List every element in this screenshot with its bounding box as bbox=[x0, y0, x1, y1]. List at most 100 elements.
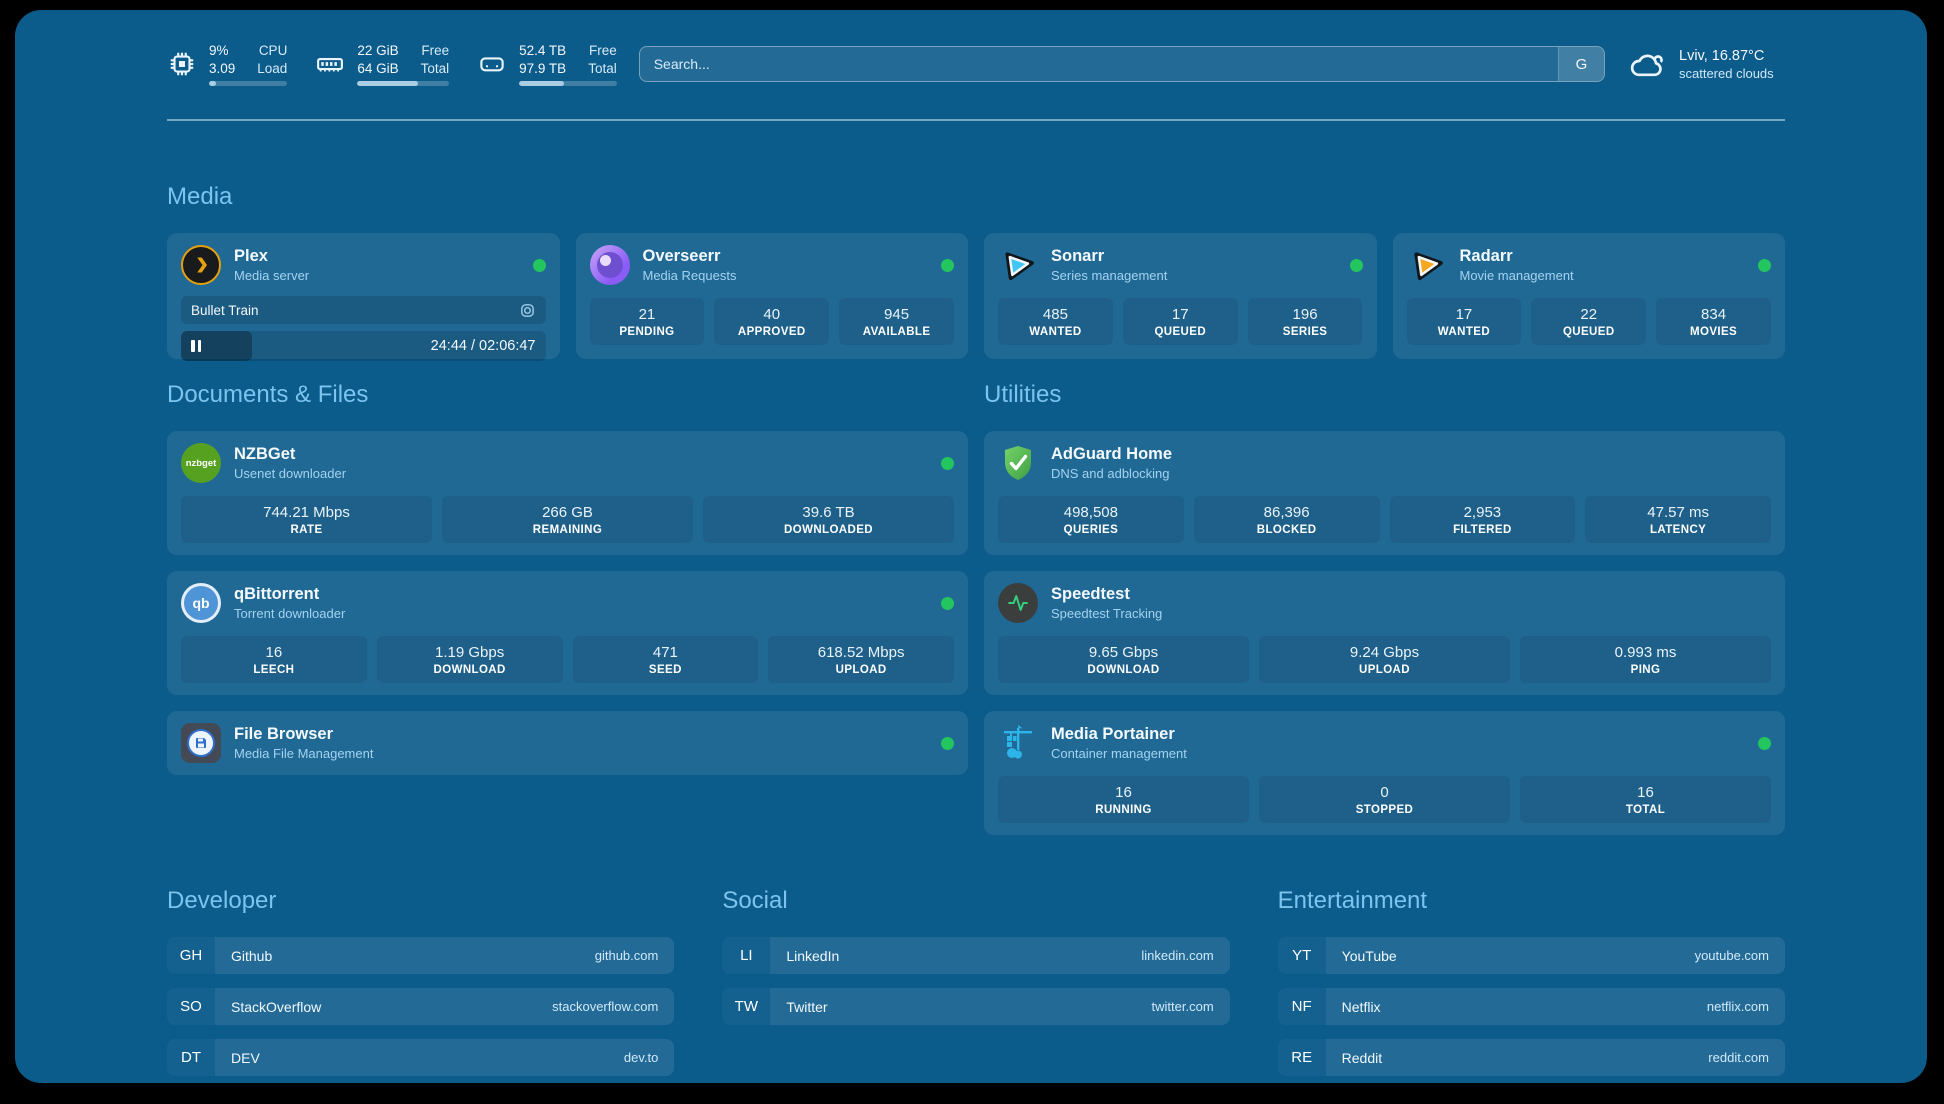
memory-free-label: Free bbox=[421, 42, 450, 58]
memory-free-value: 22 GiB bbox=[357, 42, 399, 58]
bookmark-linkedin[interactable]: LI LinkedIn linkedin.com bbox=[722, 937, 1230, 974]
cpu-icon bbox=[167, 49, 197, 79]
bookmark-url: reddit.com bbox=[1708, 1050, 1769, 1065]
stat-running: 16 RUNNING bbox=[998, 776, 1249, 823]
bookmark-name: Netflix bbox=[1341, 998, 1381, 1015]
bookmark-group-social: Social LI LinkedIn linkedin.com TW Twitt… bbox=[722, 887, 1230, 1076]
bookmark-url: github.com bbox=[594, 948, 659, 963]
social-group-title: Social bbox=[722, 887, 788, 914]
status-dot bbox=[941, 596, 954, 610]
memory-progress-bar bbox=[357, 81, 450, 87]
memory-total-label: Total bbox=[420, 60, 450, 76]
bookmark-youtube[interactable]: YT YouTube youtube.com bbox=[1277, 937, 1785, 974]
status-dot bbox=[1349, 258, 1363, 272]
service-subtitle: Media Requests bbox=[642, 268, 737, 283]
status-dot bbox=[941, 736, 954, 750]
bookmark-twitter[interactable]: TW Twitter twitter.com bbox=[722, 988, 1230, 1025]
weather-condition: scattered clouds bbox=[1679, 65, 1774, 81]
stat-download: 1.19 Gbps DOWNLOAD bbox=[376, 636, 563, 683]
service-card-plex[interactable]: Plex Media server Bullet Train bbox=[167, 233, 560, 361]
search-input[interactable] bbox=[639, 47, 1558, 81]
disk-free-label: Free bbox=[588, 42, 617, 58]
disk-icon bbox=[477, 49, 507, 79]
stat-seed: 471 SEED bbox=[572, 636, 759, 683]
memory-widget: 22 GiB 64 GiB Free Total bbox=[315, 42, 450, 87]
bookmark-url: linkedin.com bbox=[1141, 948, 1214, 963]
pause-icon[interactable] bbox=[191, 340, 201, 352]
bookmark-name: DEV bbox=[231, 1049, 260, 1066]
bookmark-reddit[interactable]: RE Reddit reddit.com bbox=[1277, 1039, 1785, 1076]
stat-queued: 22 QUEUED bbox=[1531, 298, 1647, 345]
service-title: AdGuard Home bbox=[1051, 445, 1173, 463]
stat-queries: 498,508 QUERIES bbox=[998, 496, 1184, 543]
service-title: Overseerr bbox=[642, 247, 721, 265]
now-playing-row: Bullet Train bbox=[181, 296, 546, 324]
bookmark-url: twitter.com bbox=[1151, 999, 1214, 1014]
stat-upload: 618.52 Mbps UPLOAD bbox=[768, 636, 954, 683]
bookmark-group-entertainment: Entertainment YT YouTube youtube.com NF … bbox=[1277, 887, 1785, 1076]
bookmark-url: dev.to bbox=[623, 1050, 659, 1065]
cpu-usage-value: 9% bbox=[209, 42, 229, 58]
service-card-qbittorrent[interactable]: qb qBittorrent Torrent downloader 16 LEE… bbox=[167, 571, 968, 695]
portainer-icon bbox=[998, 723, 1038, 763]
stat-rate: 744.21 Mbps RATE bbox=[181, 496, 432, 543]
service-title: File Browser bbox=[234, 725, 334, 743]
bookmark-github[interactable]: GH Github github.com bbox=[167, 937, 675, 974]
radarr-icon bbox=[1407, 245, 1447, 285]
media-section-title: Media bbox=[167, 183, 233, 210]
search-engine-button[interactable]: G bbox=[1558, 47, 1604, 81]
bookmark-abbr: SO bbox=[167, 988, 215, 1025]
memory-total-value: 64 GiB bbox=[357, 60, 399, 76]
playback-time: 24:44 / 02:06:47 bbox=[430, 338, 536, 354]
bookmark-abbr: TW bbox=[722, 988, 771, 1025]
disk-free-value: 52.4 TB bbox=[519, 42, 567, 58]
service-card-nzbget[interactable]: nzbget NZBGet Usenet downloader 744.21 M… bbox=[167, 431, 968, 555]
stat-movies: 834 MOVIES bbox=[1656, 298, 1771, 345]
stat-latency: 47.57 ms LATENCY bbox=[1585, 496, 1771, 543]
bookmark-abbr: DT bbox=[167, 1039, 215, 1076]
section-utilities: Utilities bbox=[984, 381, 1785, 835]
playback-progress-bar: 24:44 / 02:06:47 bbox=[181, 331, 546, 361]
service-subtitle: Movie management bbox=[1459, 268, 1574, 283]
stat-blocked: 86,396 BLOCKED bbox=[1193, 496, 1380, 543]
speedtest-icon bbox=[998, 583, 1038, 623]
bookmark-dev[interactable]: DT DEV dev.to bbox=[167, 1039, 675, 1076]
service-card-filebrowser[interactable]: File Browser Media File Management bbox=[167, 711, 968, 775]
service-subtitle: Usenet downloader bbox=[234, 466, 347, 481]
cpu-progress-bar bbox=[209, 81, 288, 87]
service-subtitle: Torrent downloader bbox=[234, 606, 346, 621]
sonarr-icon bbox=[998, 245, 1038, 285]
service-title: Media Portainer bbox=[1051, 725, 1175, 743]
service-card-overseerr[interactable]: Overseerr Media Requests 21 PENDING 40 A… bbox=[575, 233, 968, 359]
bookmark-abbr: RE bbox=[1277, 1039, 1326, 1076]
service-card-radarr[interactable]: Radarr Movie management 17 WANTED 22 QUE… bbox=[1392, 233, 1785, 359]
service-title: NZBGet bbox=[234, 445, 296, 463]
bookmark-url: youtube.com bbox=[1694, 948, 1769, 963]
disk-widget: 52.4 TB 97.9 TB Free Total bbox=[477, 42, 617, 87]
topbar-divider bbox=[167, 119, 1785, 121]
service-title: Radarr bbox=[1459, 247, 1513, 265]
status-dot bbox=[1758, 736, 1771, 750]
service-card-portainer[interactable]: Media Portainer Container management 16 … bbox=[984, 711, 1785, 835]
filebrowser-icon bbox=[181, 723, 221, 763]
memory-icon bbox=[315, 49, 345, 79]
service-card-adguard[interactable]: AdGuard Home DNS and adblocking 498,508 … bbox=[984, 431, 1785, 555]
bookmark-abbr: LI bbox=[722, 937, 771, 974]
bookmark-netflix[interactable]: NF Netflix netflix.com bbox=[1277, 988, 1785, 1025]
status-dot bbox=[1758, 258, 1771, 272]
stat-series: 196 SERIES bbox=[1247, 298, 1363, 345]
section-documents-files: Documents & Files nzbget NZBGet Usenet d… bbox=[167, 381, 968, 835]
stat-downloaded: 39.6 TB DOWNLOADED bbox=[703, 496, 954, 543]
bookmark-group-developer: Developer GH Github github.com SO StackO… bbox=[167, 887, 675, 1076]
service-card-sonarr[interactable]: Sonarr Series management 485 WANTED 17 Q… bbox=[984, 233, 1377, 359]
documents-section-title: Documents & Files bbox=[167, 381, 369, 408]
entertainment-group-title: Entertainment bbox=[1277, 887, 1428, 914]
bookmark-name: StackOverflow bbox=[231, 998, 322, 1015]
service-subtitle: Container management bbox=[1051, 746, 1187, 761]
disk-total-label: Total bbox=[588, 60, 617, 76]
cpu-widget: 9% 3.09 CPU Load bbox=[167, 42, 288, 87]
nzbget-icon: nzbget bbox=[181, 443, 221, 483]
now-playing-title: Bullet Train bbox=[191, 302, 259, 318]
service-card-speedtest[interactable]: Speedtest Speedtest Tracking 9.65 Gbps D… bbox=[984, 571, 1785, 695]
bookmark-stackoverflow[interactable]: SO StackOverflow stackoverflow.com bbox=[167, 988, 675, 1025]
